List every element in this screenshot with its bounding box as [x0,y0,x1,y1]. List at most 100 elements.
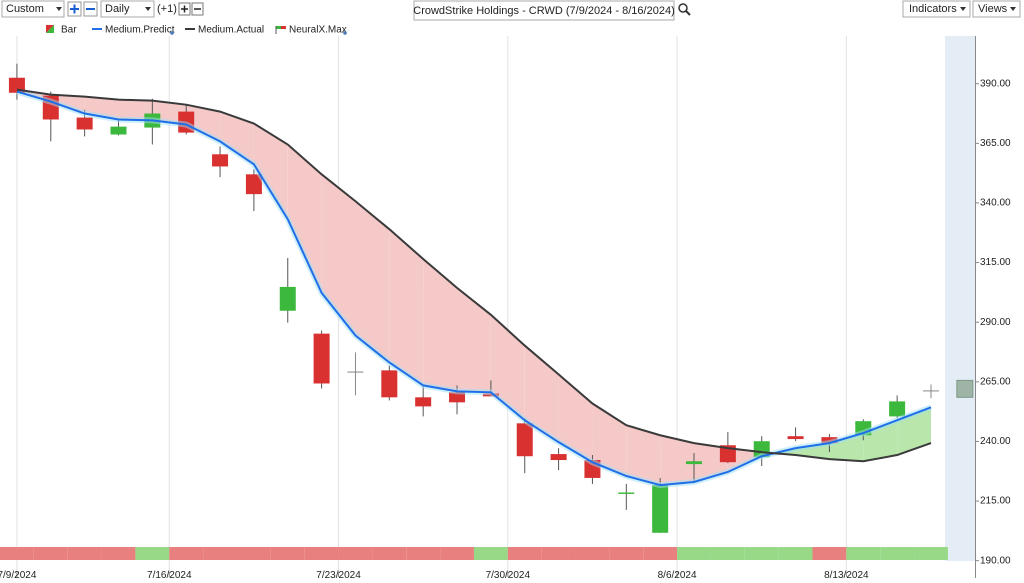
signal-cell [812,547,847,560]
dropdown-arrow [56,7,62,11]
dropdown-arrow [145,7,151,11]
band-fill [287,144,322,293]
y-tick-label: 290.00 [980,317,1011,328]
x-tick-label: 7/23/2024 [316,570,361,581]
legend: Bar Medium.Predict Medium.Actual NeuralX… [46,25,347,36]
candle-body [652,485,669,533]
signal-cell [33,547,68,560]
legend-dot [343,31,347,35]
candle-body [686,461,703,465]
signal-cell [575,547,610,560]
signal-cell [677,547,711,560]
band-fill [660,435,695,486]
symbol-box[interactable] [413,0,675,21]
signal-cell [473,547,508,560]
y-tick-label: 265.00 [980,376,1011,387]
dropdown-arrow [960,7,966,11]
interval-label: Daily [105,3,130,15]
legend-icon [276,26,281,29]
neuralx-max [956,379,974,398]
band-fill [220,111,254,165]
y-tick-label: 365.00 [980,138,1011,149]
candle-body [347,371,364,373]
band-fill [186,104,221,142]
legend-label: Bar [61,25,77,36]
symbol-title: CrowdStrike Holdings - CRWD (7/9/2024 - … [413,5,674,17]
signal-cell [169,547,204,560]
forecast-region [945,36,975,561]
signal-cell [846,547,881,560]
y-tick-label: 240.00 [980,436,1011,447]
interval-select[interactable] [100,0,155,18]
search-handle [685,10,691,16]
candle-body [415,397,432,407]
toolbar: Custom Daily (+1) CrowdStrike Holdings -… [1,0,1021,21]
signal-cell [541,547,576,560]
band-fill [457,287,491,393]
x-tick-label: 8/13/2024 [824,570,869,581]
range-select[interactable] [1,0,65,18]
band-fill [355,201,390,363]
search-icon[interactable] [678,3,688,13]
signal-cell [914,547,948,560]
signal-cell [406,547,441,560]
candle-body [449,392,466,403]
signal-cell [609,547,644,560]
plus-icon [70,4,79,14]
signal-cell [440,547,474,560]
indicators-label: Indicators [909,3,957,15]
band-fill [524,345,559,443]
views-label: Views [978,3,1008,15]
x-tick-label: 7/9/2024 [0,570,37,581]
legend-label: Medium.Actual [198,25,264,36]
signal-cell [236,547,271,560]
signal-cell [744,547,779,560]
indicators-select[interactable] [902,0,971,18]
signal-cell [372,547,407,560]
candle-body [922,390,939,392]
legend-label: NeuralX.Max [289,25,347,36]
signal-cell [67,547,102,560]
band-fill [423,258,458,392]
candle-body [110,126,127,135]
y-tick-label: 215.00 [980,496,1011,507]
plus-icon [181,5,188,13]
x-tick-label: 7/30/2024 [486,570,531,581]
dropdown-arrow [1010,7,1016,11]
signal-cell [0,547,34,560]
candle-body [279,286,296,311]
candle-body [76,117,93,130]
legend-label: Medium.Predict [105,25,175,36]
range-label: Custom [6,3,44,15]
x-tick-label: 8/6/2024 [658,570,697,581]
candle-body [787,436,804,440]
band-fill [389,229,424,386]
band-fill [118,99,153,121]
band-fill [829,433,864,462]
views-select[interactable] [972,0,1021,18]
signal-cell [135,547,170,560]
band-fill [592,403,627,477]
candle-body [889,401,906,417]
y-tick-label: 315.00 [980,257,1011,268]
candle-body [381,370,398,398]
legend-dot [170,31,174,35]
offset-label: (+1) [157,3,177,15]
candle-body [212,154,229,167]
signal-cell [507,547,542,560]
candle-body [516,423,533,457]
candle-body [8,77,25,93]
plot [0,36,948,575]
band-fill [321,174,356,336]
signal-cell [643,547,678,560]
y-tick-label: 390.00 [980,78,1011,89]
signal-cell [880,547,915,560]
candle-body [245,174,262,195]
legend-icon [46,25,54,33]
y-tick-label: 340.00 [980,198,1011,209]
signal-cell [270,547,305,560]
band-fill [490,314,525,421]
band-fill [626,425,661,486]
